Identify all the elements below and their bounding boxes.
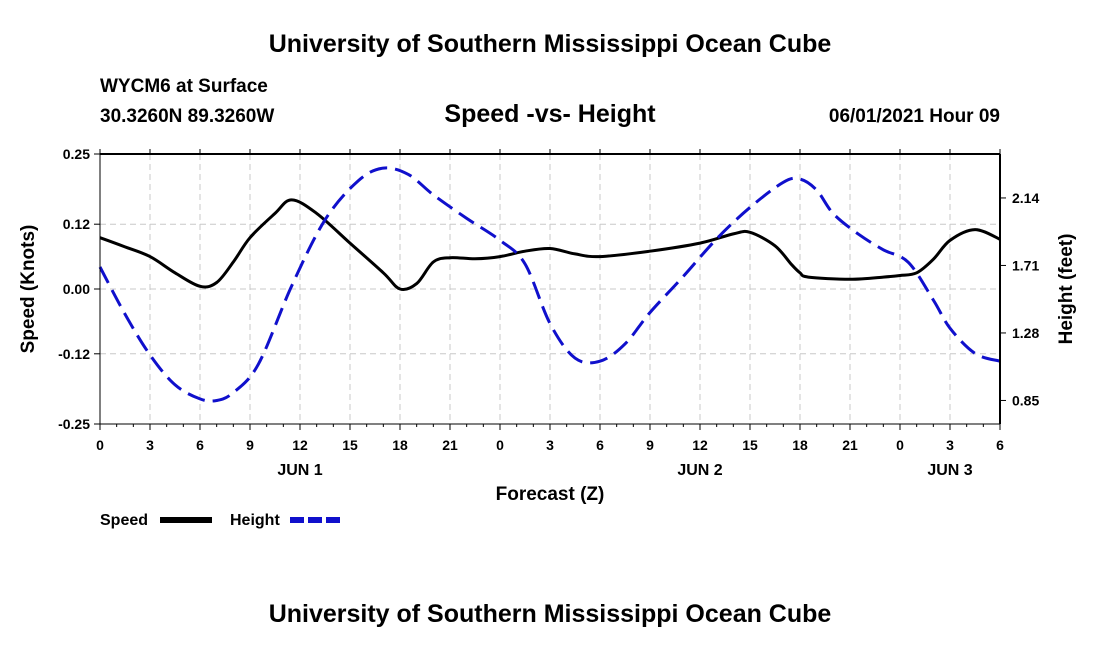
y2-axis-label: Height (feet)	[1056, 234, 1077, 345]
x-tick-label: 9	[246, 437, 254, 453]
top-title: University of Southern Mississippi Ocean…	[268, 30, 832, 58]
y2-tick-label: 2.14	[1012, 190, 1039, 206]
x-day-label: JUN 2	[677, 462, 722, 479]
bottom-title: University of Southern Mississippi Ocean…	[268, 600, 832, 628]
x-tick-label: 6	[996, 437, 1004, 453]
x-tick-label: 6	[196, 437, 204, 453]
y-tick-label: 0.00	[63, 281, 90, 297]
y-tick-label: -0.12	[58, 346, 90, 362]
x-tick-label: 21	[442, 437, 458, 453]
y-axis-label: Speed (Knots)	[18, 225, 39, 354]
legend-label: Speed	[100, 512, 148, 529]
x-tick-label: 21	[842, 437, 858, 453]
x-tick-label: 12	[692, 437, 708, 453]
x-tick-label: 3	[146, 437, 154, 453]
x-tick-label: 12	[292, 437, 308, 453]
x-tick-label: 18	[392, 437, 408, 453]
y2-tick-label: 0.85	[1012, 392, 1039, 408]
legend-label: Height	[230, 512, 280, 529]
x-tick-label: 9	[646, 437, 654, 453]
x-tick-label: 0	[496, 437, 504, 453]
y2-tick-label: 1.28	[1012, 325, 1039, 341]
x-tick-label: 0	[96, 437, 104, 453]
series-line-speed	[99, 198, 1001, 292]
chart-title: Speed -vs- Height	[444, 100, 656, 128]
x-tick-label: 6	[596, 437, 604, 453]
x-tick-label: 15	[342, 437, 358, 453]
datetime-label: 06/01/2021 Hour 09	[828, 106, 1000, 127]
x-tick-label: 15	[742, 437, 758, 453]
station-label: WYCM6 at Surface	[100, 76, 268, 97]
series-layer	[98, 166, 1001, 403]
x-tick-label: 0	[896, 437, 904, 453]
x-tick-label: 18	[792, 437, 808, 453]
series-line-height	[98, 166, 1001, 403]
x-day-label: JUN 3	[927, 462, 972, 479]
x-day-label: JUN 1	[277, 462, 322, 479]
coordinates-label: 30.3260N 89.3260W	[100, 106, 275, 127]
y2-tick-label: 1.71	[1012, 257, 1039, 273]
legend: Speed Height	[100, 512, 342, 529]
x-axis-label: Forecast (Z)	[496, 484, 605, 505]
x-tick-label: 3	[546, 437, 554, 453]
y-tick-label: -0.25	[58, 416, 90, 432]
grid	[100, 154, 1000, 424]
axes: 0 3 6 9 12 15 18 21 0 3 6 9 12 15 18 21 0 3 6 JUN 1 JUN 2 JUN…	[58, 146, 1039, 479]
x-tick-label: 3	[946, 437, 954, 453]
y-tick-label: 0.25	[63, 146, 90, 162]
y-tick-label: 0.12	[63, 216, 90, 232]
